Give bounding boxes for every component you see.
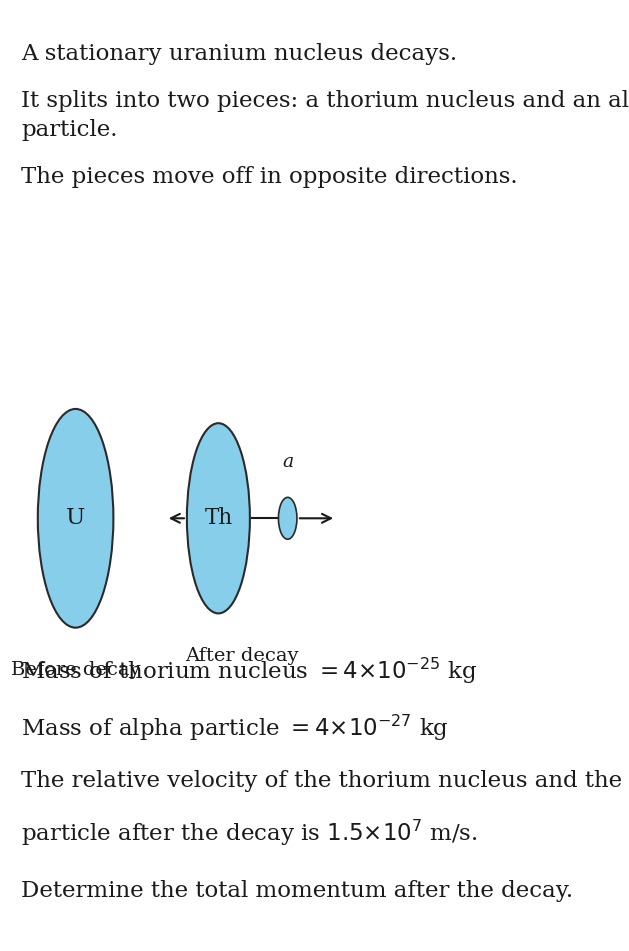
Text: After decay: After decay: [185, 647, 298, 665]
Text: particle after the decay is $1.5{\times}10^{7}$ m/s.: particle after the decay is $1.5{\times}…: [21, 818, 478, 848]
Text: The relative velocity of the thorium nucleus and the alpha: The relative velocity of the thorium nuc…: [21, 770, 629, 792]
Text: The pieces move off in opposite directions.: The pieces move off in opposite directio…: [21, 166, 518, 188]
Circle shape: [279, 497, 297, 539]
Text: U: U: [66, 507, 85, 530]
Text: particle.: particle.: [21, 119, 118, 141]
Ellipse shape: [38, 409, 113, 628]
Text: Determine the total momentum after the decay.: Determine the total momentum after the d…: [21, 880, 573, 902]
Text: A stationary uranium nucleus decays.: A stationary uranium nucleus decays.: [21, 43, 457, 65]
Text: Th: Th: [204, 507, 233, 530]
Text: a: a: [282, 453, 293, 471]
Text: Mass of alpha particle $= 4{\times}10^{-27}$ kg: Mass of alpha particle $= 4{\times}10^{-…: [21, 713, 449, 744]
Text: It splits into two pieces: a thorium nucleus and an alpha: It splits into two pieces: a thorium nuc…: [21, 90, 629, 112]
Text: Mass of thorium nucleus $= 4{\times}10^{-25}$ kg: Mass of thorium nucleus $= 4{\times}10^{…: [21, 656, 477, 687]
Ellipse shape: [187, 423, 250, 613]
Text: Before decay: Before decay: [11, 661, 140, 679]
